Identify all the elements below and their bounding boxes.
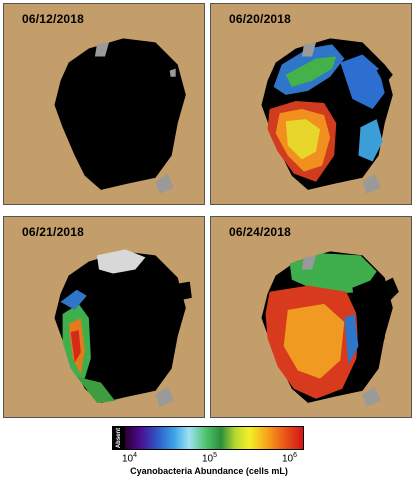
map-panel-0620: 06/20/2018 <box>210 3 412 205</box>
panel-date: 06/24/2018 <box>229 225 292 239</box>
abundance-gradient <box>125 427 303 449</box>
colorbar: Absent <box>112 426 304 450</box>
absent-swatch: Absent <box>113 427 125 449</box>
tick-1e4: 104 <box>122 452 138 465</box>
tick-1e5: 105 <box>202 452 218 465</box>
legend: Absent 104 105 106 Cyanobacteria Abundan… <box>112 426 304 478</box>
legend-title: Cyanobacteria Abundance (cells mL) <box>130 466 288 476</box>
panel-date: 06/21/2018 <box>22 225 85 239</box>
lake-map-0620 <box>261 38 393 194</box>
map-panel-0624: 06/24/2018 <box>210 216 412 418</box>
map-panel-0612: 06/12/2018 <box>3 3 205 205</box>
absent-label: Absent <box>116 427 122 449</box>
lake-map-0621 <box>54 249 192 407</box>
panel-date: 06/12/2018 <box>22 12 85 26</box>
tick-1e6: 106 <box>282 452 298 465</box>
panel-date: 06/20/2018 <box>229 12 292 26</box>
lake-map-0612 <box>54 38 186 194</box>
map-panel-0621: 06/21/2018 <box>3 216 205 418</box>
lake-map-0624 <box>261 251 399 407</box>
